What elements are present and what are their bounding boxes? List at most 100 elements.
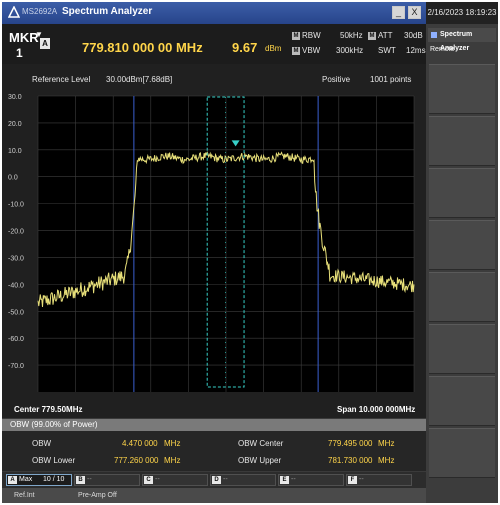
status-bar: Ref.Int Pre-Amp Off (2, 488, 426, 503)
trace-a-count: 10 / 10 (43, 476, 65, 483)
marker-level: 9.67 (232, 40, 258, 55)
softkey-2[interactable] (429, 116, 495, 166)
marker-triangle-icon[interactable] (231, 140, 240, 147)
spectrum-plot[interactable]: 30.0 20.0 10.0 0.0 -10.0 -20.0 -30.0 -40.0 -50.0… (2, 92, 426, 402)
panel-app-icon (431, 32, 437, 38)
att-value: 30dB (404, 31, 423, 40)
trace-f-slot[interactable]: F -- (346, 474, 412, 486)
att-mode-icon: M (368, 32, 376, 40)
softkey-panel: 2/16/2023 18:19:23 Spectrum Analyzer Rem… (426, 2, 498, 503)
obw-result-panel: OBW (99.00% of Power) OBW 4.470 000 MHz … (2, 419, 426, 471)
y-tick-label: 20.0 (8, 121, 22, 128)
trace-e-slot[interactable]: E -- (278, 474, 344, 486)
marker-level-unit: dBm (265, 44, 282, 53)
obw-unit: MHz (164, 439, 181, 448)
y-tick-label: -30.0 (8, 255, 24, 262)
softkey-1[interactable] (429, 64, 495, 114)
trace-d-icon: D (212, 476, 221, 484)
swt-value: 12ms (406, 46, 426, 55)
y-tick-label: 30.0 (8, 94, 22, 101)
marker-info-bar: MKR ▼ 1 A 779.810 000 00 MHz 9.67 dBm M … (2, 24, 426, 64)
trace-a-slot[interactable]: A Max 10 / 10 (6, 474, 72, 486)
att-label[interactable]: ATT (378, 31, 393, 40)
marker-dropdown-icon[interactable]: ▼ (35, 30, 43, 39)
y-tick-label: -70.0 (8, 363, 24, 370)
y-tick-label: 0.0 (8, 175, 18, 182)
date-time: 2/16/2023 18:19:23 (426, 2, 498, 24)
obw-upper-value: 781.730 000 (328, 456, 373, 465)
y-tick-label: 10.0 (8, 148, 22, 155)
obw-marker-zone[interactable] (206, 96, 245, 388)
trace-f-icon: F (348, 476, 357, 484)
y-tick-label: -50.0 (8, 309, 24, 316)
obw-value: 4.470 000 (122, 439, 158, 448)
obw-label: OBW (32, 439, 52, 448)
y-tick-label: -40.0 (8, 282, 24, 289)
obw-center-unit: MHz (378, 439, 395, 448)
span-frequency[interactable]: Span 10.000 000MHz (337, 405, 416, 414)
marker-frequency: 779.810 000 00 MHz (82, 40, 203, 55)
rbw-mode-icon: M (292, 32, 300, 40)
title-bar: MS2692A Spectrum Analyzer _ X (2, 2, 426, 24)
softkey-6[interactable] (429, 324, 495, 374)
model-label: MS2692A (22, 7, 58, 16)
swt-label[interactable]: SWT (378, 46, 396, 55)
marker-zone-box[interactable] (206, 96, 245, 388)
frequency-axis-bar: Center 779.50MHz Span 10.000 000MHz (2, 400, 426, 418)
obw-lower-value: 777.260 000 (114, 456, 159, 465)
preamp-status: Pre-Amp Off (78, 492, 117, 499)
trace-d-value: -- (223, 476, 228, 483)
trace-a-icon: A (8, 476, 17, 484)
obw-upper-unit: MHz (378, 456, 395, 465)
obw-upper-label: OBW Upper (238, 456, 282, 465)
obw-center-label: OBW Center (238, 439, 284, 448)
trace-b-icon: B (76, 476, 85, 484)
detector-mode: Positive (322, 75, 351, 84)
softkey-title-label: Spectrum Analyzer (440, 31, 473, 52)
y-tick-labels: 30.0 20.0 10.0 0.0 -10.0 -20.0 -30.0 -40.0 -50.0… (8, 94, 24, 370)
trace-b-slot[interactable]: B -- (74, 474, 140, 486)
softkey-5[interactable] (429, 272, 495, 322)
obw-lower-unit: MHz (164, 456, 181, 465)
softkey-4[interactable] (429, 220, 495, 270)
y-tick-label: -60.0 (8, 336, 24, 343)
softkey-3[interactable] (429, 168, 495, 218)
vbw-mode-icon: M (292, 47, 300, 55)
trace-d-slot[interactable]: D -- (210, 474, 276, 486)
rbw-value: 50kHz (340, 31, 363, 40)
obw-lower-label: OBW Lower (32, 456, 76, 465)
spectrum-trace (37, 151, 415, 308)
graph-header: Reference Level 30.00dBm[7.68dB] Positiv… (2, 64, 426, 92)
anritsu-logo-icon (8, 6, 20, 18)
reference-level-value[interactable]: 30.00dBm[7.68dB] (106, 75, 173, 84)
reference-level-label: Reference Level (32, 75, 91, 84)
close-button[interactable]: X (408, 6, 421, 19)
center-frequency[interactable]: Center 779.50MHz (14, 405, 83, 414)
marker-label[interactable]: MKR (9, 30, 39, 45)
minimize-button[interactable]: _ (392, 6, 405, 19)
trace-e-value: -- (291, 476, 296, 483)
reference-source: Ref.Int (14, 492, 35, 499)
plot-grid (37, 95, 415, 392)
y-tick-label: -10.0 (8, 202, 24, 209)
trace-b-value: -- (87, 476, 92, 483)
softkey-title[interactable]: Spectrum Analyzer (428, 28, 496, 52)
obw-band-lines (133, 96, 319, 392)
trace-c-value: -- (155, 476, 160, 483)
rbw-label[interactable]: RBW (302, 31, 321, 40)
trace-points: 1001 points (370, 75, 412, 84)
vbw-label[interactable]: VBW (302, 46, 321, 55)
trace-f-value: -- (359, 476, 364, 483)
trace-bar: A Max 10 / 10 B -- C -- D -- E -- F -- (2, 472, 426, 488)
trace-e-icon: E (280, 476, 289, 484)
spectrum-display[interactable]: 30.0 20.0 10.0 0.0 -10.0 -20.0 -30.0 -40.0 -50.0… (2, 92, 426, 402)
remote-status: Remote (430, 46, 455, 53)
softkey-7[interactable] (429, 376, 495, 426)
trace-c-slot[interactable]: C -- (142, 474, 208, 486)
app-title: Spectrum Analyzer (62, 6, 153, 17)
marker-number: 1 (16, 46, 23, 60)
marker-trace-icon: A (40, 38, 50, 49)
obw-center-value: 779.495 000 (328, 439, 373, 448)
softkey-8[interactable] (429, 428, 495, 478)
